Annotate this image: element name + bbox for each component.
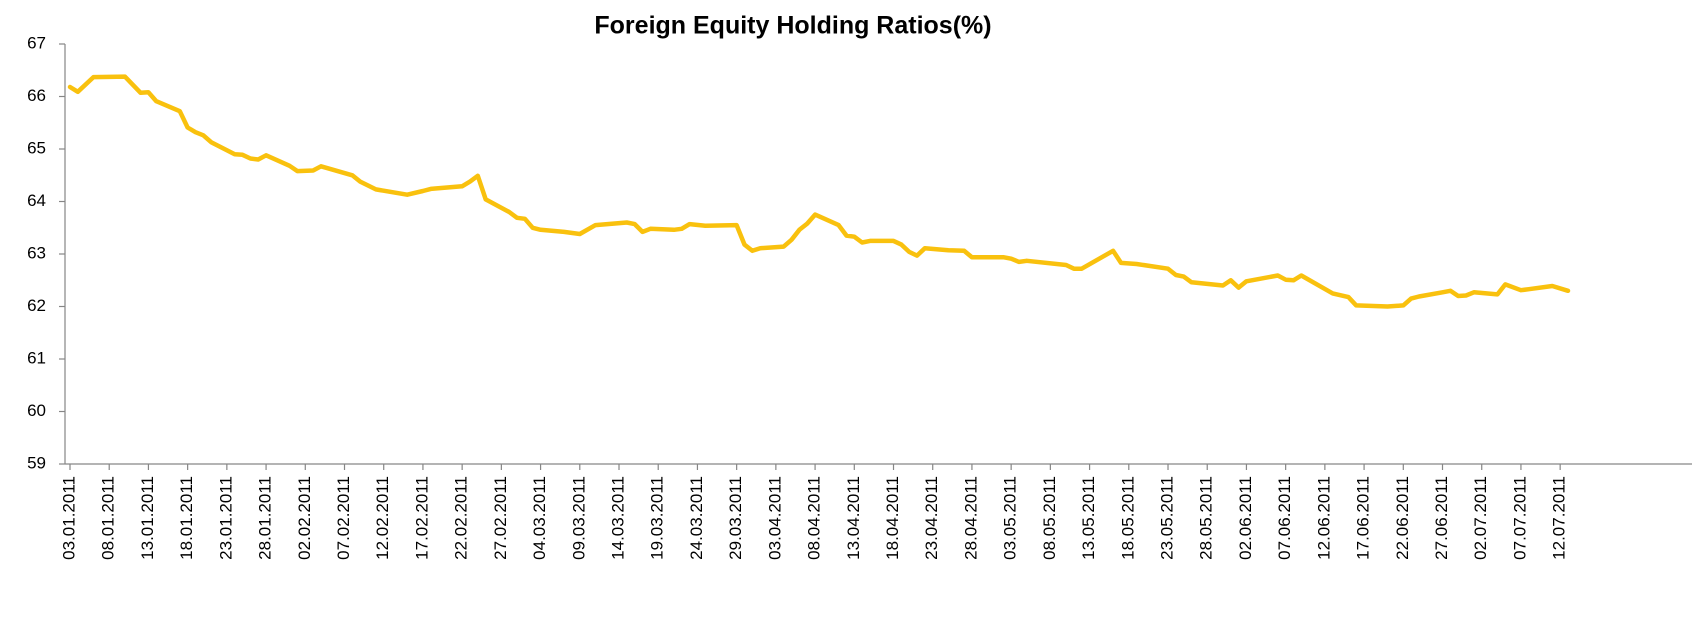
y-tick-label: 59	[27, 453, 46, 472]
y-tick-label: 61	[27, 348, 46, 367]
x-tick-label: 28.05.2011	[1197, 476, 1216, 560]
x-tick-label: 03.05.2011	[1001, 476, 1020, 560]
x-tick-label: 08.05.2011	[1040, 476, 1059, 560]
y-tick-label: 63	[27, 243, 46, 262]
x-tick-label: 08.01.2011	[99, 476, 118, 560]
x-tick-label: 12.06.2011	[1314, 476, 1333, 560]
x-tick-label: 24.03.2011	[687, 476, 706, 560]
x-tick-label: 17.06.2011	[1354, 476, 1373, 560]
x-tick-label: 17.02.2011	[412, 476, 431, 560]
x-tick-label: 28.04.2011	[961, 476, 980, 560]
x-tick-label: 13.04.2011	[844, 476, 863, 560]
x-tick-label: 18.01.2011	[177, 476, 196, 560]
x-tick-label: 27.06.2011	[1432, 476, 1451, 560]
x-tick-label: 27.02.2011	[491, 476, 510, 560]
x-tick-label: 14.03.2011	[608, 476, 627, 560]
x-tick-label: 08.04.2011	[805, 476, 824, 560]
x-tick-label: 23.05.2011	[1157, 476, 1176, 560]
x-tick-label: 29.03.2011	[726, 476, 745, 560]
x-tick-label: 23.01.2011	[216, 476, 235, 560]
x-tick-label: 03.01.2011	[59, 476, 78, 560]
data-line	[67, 74, 1571, 309]
x-tick-label: 13.05.2011	[1079, 476, 1098, 560]
y-tick-label: 66	[27, 86, 46, 105]
x-tick-label: 22.06.2011	[1393, 476, 1412, 560]
x-tick-label: 07.02.2011	[334, 476, 353, 560]
x-tick-label: 09.03.2011	[569, 476, 588, 560]
y-tick-label: 64	[27, 191, 46, 210]
x-tick-label: 07.07.2011	[1510, 476, 1529, 560]
x-tick-label: 02.06.2011	[1236, 476, 1255, 560]
x-tick-label: 18.04.2011	[883, 476, 902, 560]
x-tick-label: 23.04.2011	[922, 476, 941, 560]
y-tick-label: 60	[27, 401, 46, 420]
x-tick-label: 18.05.2011	[1118, 476, 1137, 560]
x-tick-label: 22.02.2011	[452, 476, 471, 560]
x-tick-label: 28.01.2011	[256, 476, 275, 560]
chart-title: Foreign Equity Holding Ratios(%)	[594, 12, 991, 40]
x-tick-label: 02.07.2011	[1471, 476, 1490, 560]
x-tick-label: 03.04.2011	[765, 476, 784, 560]
x-tick-label: 19.03.2011	[648, 476, 667, 560]
x-tick-label: 12.02.2011	[373, 476, 392, 560]
x-tick-label: 12.07.2011	[1550, 476, 1569, 560]
y-tick-label: 62	[27, 296, 46, 315]
x-tick-label: 07.06.2011	[1275, 476, 1294, 560]
y-tick-label: 65	[27, 138, 46, 157]
x-tick-label: 02.02.2011	[295, 476, 314, 560]
x-tick-label: 04.03.2011	[530, 476, 549, 560]
x-tick-label: 13.01.2011	[138, 476, 157, 560]
y-tick-label: 67	[27, 33, 46, 52]
